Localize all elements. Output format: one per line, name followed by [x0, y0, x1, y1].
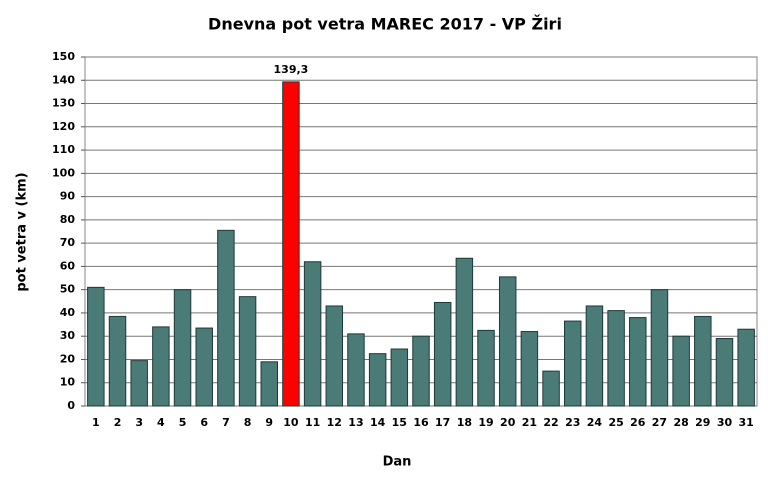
- bar: [520, 331, 539, 407]
- x-tick-label: 29: [695, 416, 710, 429]
- bar: [412, 335, 430, 407]
- chart-title: Dnevna pot vetra MAREC 2017 - VP Žiri: [208, 15, 562, 34]
- bar: [694, 315, 712, 407]
- x-tick-label: 27: [652, 416, 667, 429]
- x-tick-label: 13: [348, 416, 363, 429]
- y-axis-title: pot vetra v (km): [15, 172, 30, 291]
- bar: [650, 289, 669, 407]
- y-tick-label: 150: [52, 50, 75, 63]
- bar: [152, 326, 170, 407]
- x-tick-label: 16: [413, 416, 429, 429]
- bar: [195, 327, 213, 407]
- y-tick-label: 20: [60, 352, 76, 365]
- bar: [87, 286, 105, 407]
- bar: [217, 229, 235, 407]
- y-tick-label: 50: [60, 283, 76, 296]
- x-tick-label: 31: [739, 416, 754, 429]
- bar: [498, 276, 517, 407]
- x-tick-label: 12: [327, 416, 342, 429]
- x-tick-label: 14: [370, 416, 386, 429]
- x-tick-label: 24: [587, 416, 603, 429]
- bar: [303, 261, 322, 407]
- x-tick-label: 30: [717, 416, 733, 429]
- x-tick-label: 23: [565, 416, 580, 429]
- bar: [672, 335, 690, 407]
- y-tick-label: 30: [60, 329, 76, 342]
- bar: [347, 333, 365, 407]
- x-tick-label: 1: [92, 416, 100, 429]
- y-tick-label: 100: [52, 166, 75, 179]
- x-tick-label: 17: [435, 416, 450, 429]
- bar: [455, 257, 474, 407]
- y-tick-label: 70: [60, 236, 76, 249]
- y-tick-label: 80: [60, 213, 76, 226]
- y-tick-label: 140: [52, 73, 75, 86]
- y-tick-label: 10: [60, 376, 76, 389]
- bar: [564, 320, 582, 407]
- x-axis-title: Dan: [383, 455, 412, 470]
- x-tick-label: 15: [392, 416, 407, 429]
- x-tick-label: 22: [543, 416, 558, 429]
- x-tick-label: 21: [522, 416, 537, 429]
- x-tick-label: 28: [673, 416, 688, 429]
- bar: [715, 338, 734, 407]
- x-tick-label: 25: [608, 416, 623, 429]
- y-tick-label: 0: [67, 399, 75, 412]
- x-tick-label: 20: [500, 416, 516, 429]
- x-tick-label: 3: [135, 416, 143, 429]
- bar: [238, 296, 257, 407]
- x-tick-label: 4: [157, 416, 165, 429]
- y-tick-label: 90: [60, 190, 76, 203]
- y-tick-label: 110: [52, 143, 75, 156]
- bar: [260, 361, 278, 407]
- bar: [433, 301, 452, 407]
- bar: [130, 360, 148, 407]
- bar: [390, 348, 409, 407]
- x-tick-label: 8: [244, 416, 252, 429]
- bar: [282, 81, 300, 407]
- bar: [607, 310, 625, 407]
- x-tick-label: 5: [179, 416, 187, 429]
- x-tick-label: 26: [630, 416, 646, 429]
- bar: [737, 328, 755, 407]
- x-tick-label: 7: [222, 416, 230, 429]
- x-tick-label: 2: [114, 416, 122, 429]
- y-tick-label: 60: [60, 259, 76, 272]
- bar: [585, 305, 604, 407]
- bar: [629, 317, 647, 407]
- x-tick-label: 9: [265, 416, 273, 429]
- bar: [173, 289, 192, 407]
- bar: [368, 353, 387, 407]
- y-tick-label: 130: [52, 97, 75, 110]
- x-tick-label: 11: [305, 416, 320, 429]
- bar: [325, 305, 344, 407]
- bar: [477, 329, 495, 407]
- x-tick-label: 19: [478, 416, 493, 429]
- y-tick-label: 120: [52, 120, 75, 133]
- x-tick-label: 18: [457, 416, 472, 429]
- data-label: 139,3: [274, 63, 309, 76]
- x-tick-label: 6: [200, 416, 208, 429]
- bar: [108, 315, 127, 407]
- bar: [542, 370, 560, 407]
- y-tick-label: 40: [60, 306, 76, 319]
- x-tick-label: 10: [283, 416, 299, 429]
